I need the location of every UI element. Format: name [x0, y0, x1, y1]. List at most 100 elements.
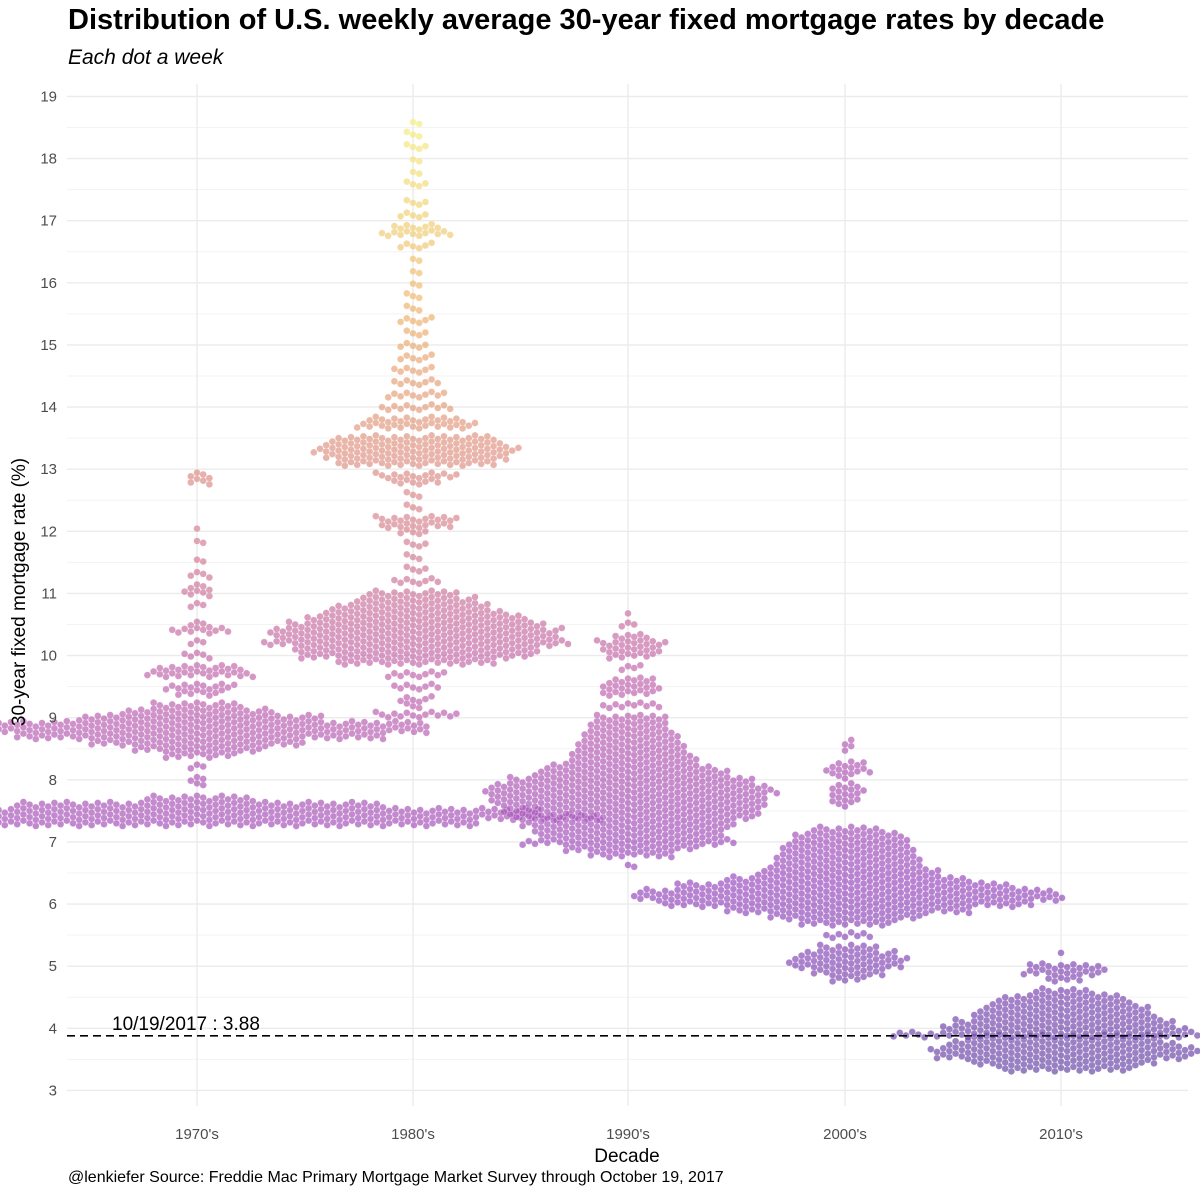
data-point: [527, 625, 535, 633]
data-point: [440, 668, 448, 677]
data-point: [125, 706, 133, 715]
data-point: [1144, 1049, 1152, 1058]
data-point: [187, 665, 195, 673]
data-point: [396, 647, 405, 655]
data-point: [1038, 959, 1047, 968]
data-point: [218, 798, 226, 806]
data-point: [655, 641, 663, 649]
data-point: [193, 798, 201, 806]
data-point: [525, 837, 533, 845]
data-point: [193, 792, 201, 800]
data-point: [459, 818, 468, 827]
data-point: [959, 893, 967, 901]
data-point: [624, 662, 632, 670]
data-point: [378, 614, 386, 622]
data-point: [611, 824, 620, 833]
data-point: [187, 795, 195, 804]
data-point: [365, 621, 374, 630]
data-point: [841, 895, 849, 904]
data-point: [180, 718, 189, 726]
data-point: [1008, 896, 1017, 905]
data-point: [878, 853, 886, 861]
data-point: [1137, 1052, 1146, 1061]
data-point: [266, 641, 275, 649]
data-point: [415, 713, 423, 721]
data-point: [1094, 1064, 1102, 1073]
data-point: [1125, 1005, 1133, 1013]
data-point: [390, 470, 399, 479]
data-point: [673, 807, 682, 815]
data-point: [360, 718, 369, 726]
data-point: [372, 611, 380, 620]
data-point: [242, 706, 251, 715]
data-point: [518, 784, 527, 793]
data-point: [903, 861, 911, 869]
data-point: [890, 847, 899, 856]
data-point: [970, 1057, 978, 1066]
data-point: [440, 612, 448, 621]
data-point: [872, 849, 880, 858]
data-point: [87, 721, 96, 730]
data-point: [458, 449, 467, 457]
data-point: [1075, 1001, 1084, 1009]
data-point: [958, 1024, 966, 1033]
data-point: [149, 810, 158, 819]
data-point: [328, 618, 337, 626]
data-point: [421, 390, 430, 399]
data-point: [841, 945, 849, 954]
data-point: [1063, 994, 1071, 1002]
data-point: [193, 649, 201, 657]
data-point: [1100, 1009, 1109, 1017]
data-point: [434, 596, 442, 605]
data-point: [1063, 988, 1071, 996]
data-point: [543, 789, 552, 797]
data-point: [940, 882, 948, 890]
data-point: [878, 952, 886, 961]
data-point: [878, 828, 886, 836]
data-point: [704, 837, 713, 845]
data-point: [483, 643, 492, 652]
data-point: [1100, 1037, 1109, 1045]
data-point: [568, 750, 576, 758]
data-point: [723, 779, 731, 787]
data-point: [242, 818, 251, 827]
data-point: [853, 888, 862, 897]
data-point: [624, 730, 632, 739]
data-point: [396, 355, 405, 363]
data-point: [508, 626, 516, 635]
data-point: [618, 721, 626, 730]
data-point: [409, 609, 417, 617]
data-point: [841, 970, 849, 978]
data-point: [1013, 1005, 1022, 1013]
data-point: [379, 735, 387, 743]
data-point: [958, 1030, 966, 1039]
data-point: [791, 893, 800, 901]
data-point: [421, 539, 430, 548]
data-point: [847, 872, 855, 881]
data-point: [452, 607, 461, 615]
data-point: [372, 512, 380, 520]
data-point: [390, 446, 399, 454]
data-point: [618, 808, 626, 817]
data-point: [427, 518, 436, 527]
data-point: [396, 684, 405, 693]
data-point: [489, 634, 498, 643]
data-point: [903, 898, 911, 906]
data-point: [698, 815, 707, 823]
data-point: [403, 563, 411, 571]
data-point: [230, 699, 238, 708]
data-point: [1088, 996, 1096, 1004]
data-point: [884, 894, 893, 902]
data-point: [791, 837, 800, 845]
data-point: [822, 968, 831, 977]
data-point: [224, 795, 232, 804]
data-point: [742, 777, 750, 786]
data-point: [1013, 1057, 1022, 1066]
data-point: [353, 641, 361, 649]
data-point: [415, 685, 423, 693]
data-point: [897, 901, 905, 909]
data-point: [143, 739, 152, 748]
data-point: [272, 631, 281, 639]
data-point: [556, 807, 564, 815]
data-point: [434, 460, 442, 468]
